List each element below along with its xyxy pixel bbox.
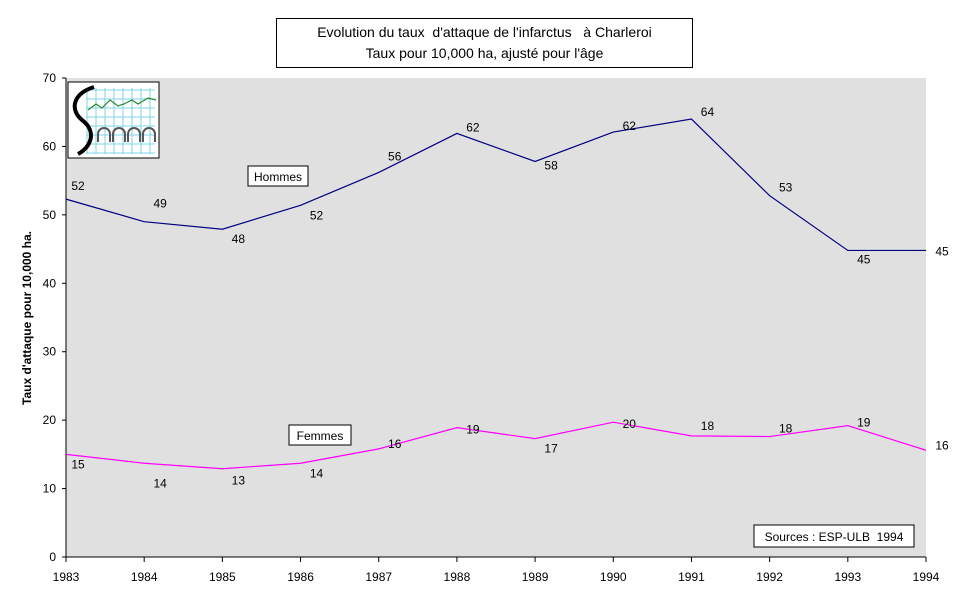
x-tick-label: 1987 [365,570,392,584]
source-annotation: Sources : ESP-ULB 1994 [753,524,915,548]
source-text: Sources : ESP-ULB 1994 [765,530,904,544]
data-label: 52 [310,208,324,222]
chart-title-box: Evolution du taux d'attaque de l'infarct… [276,18,693,68]
y-tick-label: 70 [43,71,57,85]
data-label: 18 [701,419,715,433]
x-tick-label: 1985 [209,570,236,584]
data-label: 48 [232,232,246,246]
data-label: 45 [857,252,871,266]
y-tick-label: 10 [43,482,57,496]
axes [65,78,926,558]
y-tick-label: 50 [43,208,57,222]
data-label: 16 [388,437,402,451]
chart-title: Evolution du taux d'attaque de l'infarct… [317,24,652,40]
x-tick-label: 1991 [678,570,705,584]
x-tick-label: 1994 [913,570,940,584]
data-label: 49 [154,197,168,211]
data-label: 14 [154,476,168,490]
x-tick-label: 1993 [834,570,861,584]
data-label: 17 [544,442,558,456]
data-label: 56 [388,149,402,163]
data-label: 62 [466,120,480,134]
data-labels: 52 49 48 52 56 62 58 62 64 53 45 45 15 14 13 14 16 19 17 20… [71,105,949,490]
data-label: 14 [310,466,324,480]
y-tick-label: 60 [43,139,57,153]
data-label: 18 [779,422,793,436]
y-tick-label: 20 [43,413,57,427]
data-label: 58 [544,158,558,172]
grid-logo-icon [67,81,160,159]
y-tick-label: 30 [43,345,57,359]
x-tick-label: 1990 [600,570,627,584]
series-line-femmes [65,421,927,470]
legend-femmes-label: Femmes [297,429,344,443]
legend-femmes: Femmes [288,424,352,446]
plot-area [66,78,926,557]
data-label: 19 [857,416,871,430]
data-label: 52 [71,179,85,193]
y-tick-label: 0 [49,550,56,564]
legend-hommes: Hommes [247,165,309,187]
y-axis-title: Taux d'attaque pour 10,000 ha. [20,231,34,405]
data-label: 62 [623,119,637,133]
x-tick-label: 1983 [53,570,80,584]
x-tick-label: 1984 [131,570,158,584]
x-tick-label: 1988 [444,570,471,584]
data-label: 20 [623,417,637,431]
data-label: 16 [935,438,949,452]
y-ticks: 0 10 20 30 40 50 60 70 [43,71,66,564]
data-label: 19 [466,423,480,437]
y-tick-label: 40 [43,276,57,290]
x-tick-label: 1992 [756,570,783,584]
series-line-hommes [65,118,926,252]
x-tick-label: 1989 [522,570,549,584]
x-tick-label: 1986 [287,570,314,584]
series-layer [65,118,927,470]
data-label: 13 [232,474,246,488]
data-label: 45 [935,244,949,258]
data-label: 64 [701,105,715,119]
data-label: 15 [71,457,85,471]
data-label: 53 [779,181,793,195]
chart-subtitle: Taux pour 10,000 ha, ajusté pour l'âge [365,45,604,61]
x-ticks: 1983 1984 1985 1986 1987 1988 1989 1990 1991 1992… [53,557,940,584]
legend-hommes-label: Hommes [254,170,302,184]
